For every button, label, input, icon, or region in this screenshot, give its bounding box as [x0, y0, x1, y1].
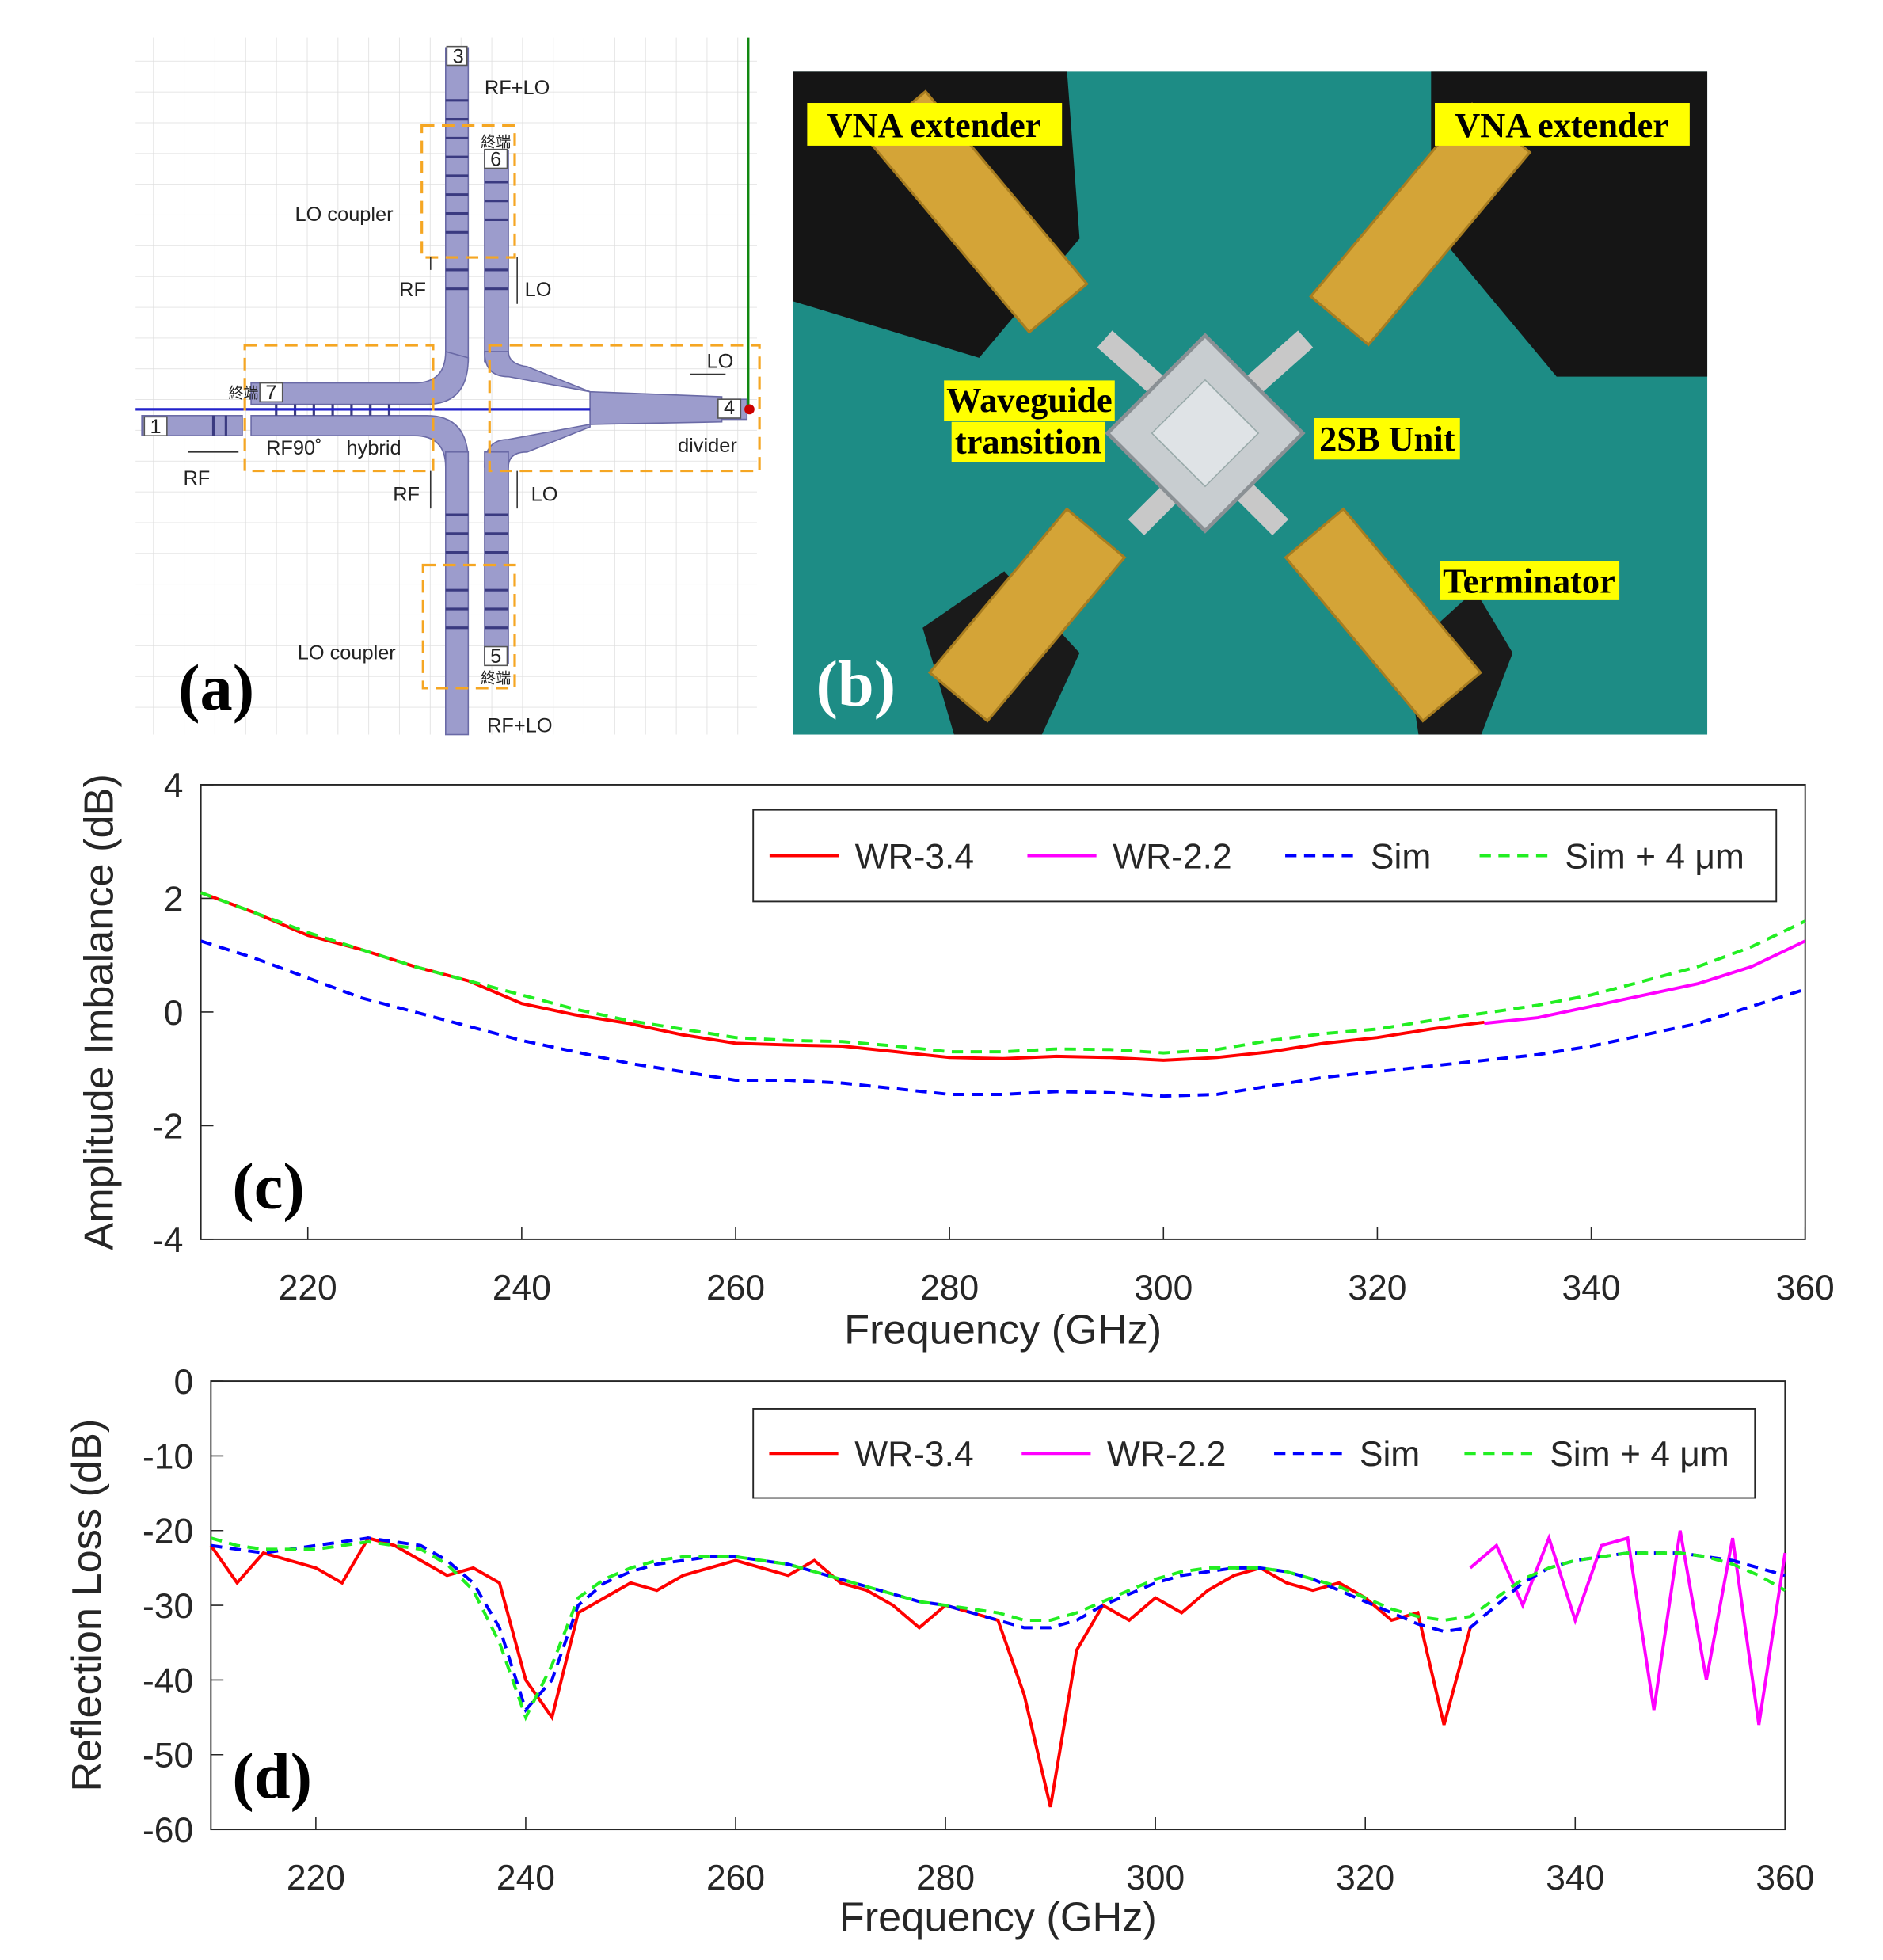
signal-label: LO	[525, 279, 552, 301]
termination-label: 終端	[229, 385, 259, 402]
y-axis-label: Amplitude Imbalance (dB)	[77, 774, 123, 1250]
photo-label: VNA extender	[1455, 105, 1668, 145]
block-label: LO coupler	[295, 204, 394, 226]
signal-label: LO	[707, 351, 734, 373]
legend-box	[752, 1408, 1756, 1499]
y-tick-label: -10	[143, 1437, 193, 1476]
region-boxes	[243, 124, 761, 690]
port-label: 3	[453, 45, 464, 67]
port-marker	[744, 404, 755, 415]
y-tick-label: 4	[164, 767, 184, 805]
panel-label: (c)	[232, 1150, 304, 1222]
y-tick-label: -40	[143, 1661, 193, 1700]
block-label: RF90˚	[266, 437, 321, 459]
x-tick-label: 260	[706, 1859, 765, 1897]
panel-label: (d)	[232, 1740, 312, 1812]
legend-label: Sim + 4 μm	[1550, 1435, 1729, 1474]
photo-label: 2SB Unit	[1319, 419, 1455, 459]
panel-label: (b)	[816, 648, 896, 720]
waveguides	[865, 89, 1532, 723]
photo-label: Terminator	[1443, 561, 1615, 600]
y-tick-label: 0	[173, 1363, 193, 1402]
x-tick-label: 360	[1776, 1269, 1835, 1307]
x-tick-label: 360	[1756, 1859, 1814, 1897]
port-label: 1	[150, 416, 162, 438]
arrows	[188, 257, 726, 509]
photo-label: Waveguide	[946, 380, 1113, 420]
x-axis-label: Frequency (GHz)	[839, 1895, 1157, 1941]
termination-label: 終端	[481, 670, 511, 687]
signal-label: RF	[399, 279, 426, 301]
y-tick-label: -50	[143, 1737, 193, 1775]
legend-label: Sim + 4 μm	[1565, 837, 1744, 876]
y-tick-label: -60	[143, 1811, 193, 1850]
legend-label: WR-2.2	[1113, 837, 1231, 876]
x-tick-label: 220	[287, 1859, 345, 1897]
coupler-slots	[211, 99, 509, 630]
port-label: 7	[265, 382, 276, 404]
signal-label: RF+LO	[487, 714, 552, 736]
legend-label: Sim	[1360, 1435, 1420, 1474]
x-tick-label: 320	[1336, 1859, 1394, 1897]
x-tick-label: 260	[706, 1269, 765, 1307]
legend-label: WR-3.4	[855, 837, 974, 876]
series-line	[200, 939, 1806, 1098]
termination-label: 終端	[481, 134, 511, 151]
y-tick-label: -2	[152, 1107, 183, 1146]
block-label: hybrid	[347, 437, 401, 459]
x-axis-label: Frequency (GHz)	[844, 1307, 1162, 1353]
legend-box	[752, 809, 1778, 903]
port-boxes	[143, 45, 742, 667]
port-label: 4	[724, 397, 735, 419]
signal-label: RF+LO	[485, 77, 550, 99]
photo: VNA extender VNA extender Waveguide tran…	[793, 71, 1708, 735]
transitions	[1097, 330, 1314, 536]
photo-label: VNA extender	[827, 105, 1041, 145]
x-tick-label: 280	[916, 1859, 975, 1897]
signal-label: LO	[531, 484, 558, 506]
y-tick-label: -20	[143, 1513, 193, 1551]
x-tick-label: 340	[1546, 1859, 1604, 1897]
block-label: divider	[678, 435, 737, 457]
x-tick-label: 240	[493, 1269, 551, 1307]
port-label: 6	[490, 148, 501, 170]
legend-label: WR-2.2	[1107, 1435, 1226, 1474]
x-tick-label: 320	[1348, 1269, 1406, 1307]
y-axis-label: Reflection Loss (dB)	[64, 1419, 110, 1792]
x-tick-label: 340	[1562, 1269, 1621, 1307]
photo-label: transition	[955, 421, 1101, 461]
legend-label: WR-3.4	[854, 1435, 973, 1474]
x-tick-label: 300	[1126, 1859, 1185, 1897]
panel-label: (a)	[178, 652, 254, 724]
y-tick-label: 0	[164, 994, 184, 1033]
series-line	[210, 1536, 1786, 1722]
x-tick-label: 300	[1134, 1269, 1193, 1307]
label-boxes	[807, 103, 1690, 600]
series-line	[1469, 1530, 1787, 1726]
x-tick-label: 240	[496, 1859, 555, 1897]
diagram: 3 RF+LO 6 終端 LO coupler RF LO LO 終端 7 4 …	[135, 37, 761, 736]
unit-top	[1151, 379, 1260, 488]
port-label: 5	[490, 645, 501, 668]
series-line	[200, 891, 1806, 1055]
y-tick-label: -4	[152, 1221, 183, 1260]
series-line	[1484, 939, 1806, 1026]
y-tick-label: -30	[143, 1587, 193, 1626]
x-tick-label: 220	[279, 1269, 337, 1307]
signal-label: RF	[393, 484, 420, 506]
signal-label: RF	[183, 467, 210, 489]
block-label: LO coupler	[298, 641, 397, 664]
x-tick-label: 280	[920, 1269, 979, 1307]
y-tick-label: 2	[164, 880, 184, 919]
legend-label: Sim	[1371, 837, 1431, 876]
